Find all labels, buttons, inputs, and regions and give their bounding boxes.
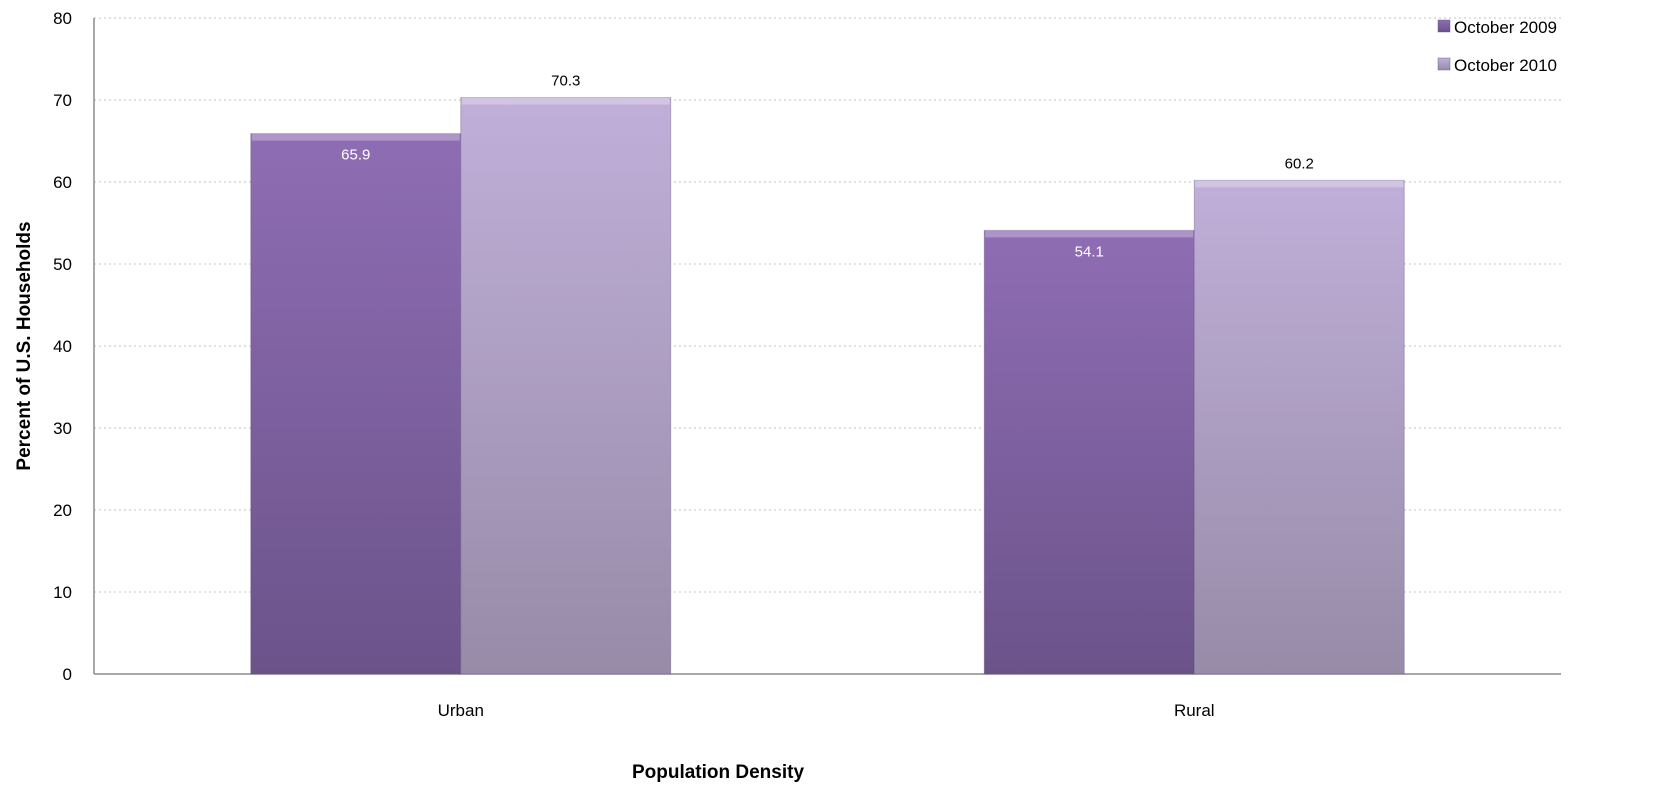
x-tick-label: Urban (438, 701, 484, 720)
bar-urban-series-1 (250, 133, 462, 675)
y-tick-label: 0 (63, 665, 72, 684)
bar-urban-series-2 (460, 97, 672, 675)
data-label: 70.3 (551, 73, 580, 90)
y-tick-label: 80 (53, 9, 72, 28)
y-tick-label: 60 (53, 173, 72, 192)
bar-bevel (985, 230, 1194, 238)
bars (250, 97, 1405, 675)
bar-bevel (461, 97, 670, 105)
y-tick-label: 20 (53, 501, 72, 520)
bar-bevel (1195, 180, 1404, 188)
y-tick-label: 30 (53, 419, 72, 438)
x-axis-title: Population Density (632, 762, 805, 783)
y-tick-label: 40 (53, 337, 72, 356)
y-axis-title: Percent of U.S. Households (14, 221, 35, 470)
bar-rural-series-2 (1193, 179, 1405, 675)
data-labels: 65.9 70.3 54.1 60.2 (341, 73, 1314, 261)
y-tick-label: 70 (53, 91, 72, 110)
data-label: 65.9 (341, 147, 370, 164)
legend: October 2009 October 2010 (1437, 18, 1557, 75)
bar-bevel (251, 133, 460, 141)
legend-label: October 2009 (1454, 18, 1557, 37)
bar-rural-series-1 (983, 229, 1195, 675)
x-tick-label: Rural (1174, 701, 1215, 720)
y-tick-label: 50 (53, 255, 72, 274)
legend-label: October 2010 (1454, 56, 1557, 75)
y-tick-label: 10 (53, 583, 72, 602)
data-label: 54.1 (1075, 243, 1104, 260)
legend-swatch (1437, 57, 1451, 71)
legend-swatch (1437, 19, 1451, 33)
data-label: 60.2 (1285, 155, 1314, 172)
